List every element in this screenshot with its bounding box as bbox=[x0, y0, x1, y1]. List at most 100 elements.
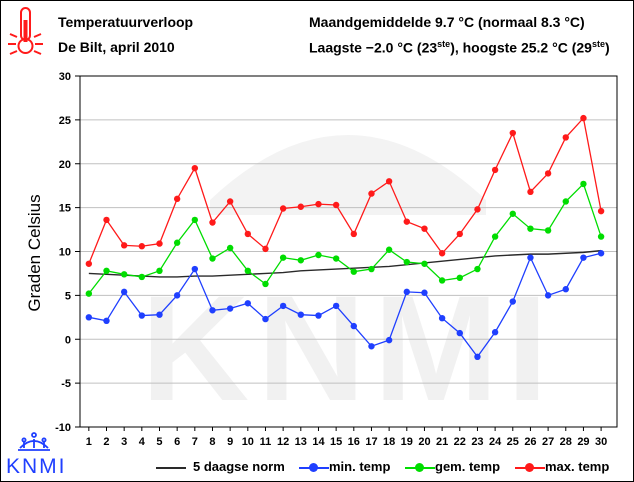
data-point-mean bbox=[191, 216, 199, 224]
legend-marker-min bbox=[309, 463, 318, 472]
x-tick-label: 14 bbox=[312, 436, 325, 448]
y-axis-label: Graden Celsius bbox=[25, 194, 44, 311]
legend: 5 daagse norm min. temp gem. temp max. t… bbox=[0, 459, 634, 479]
data-point-min bbox=[527, 254, 534, 261]
data-point-max bbox=[527, 188, 534, 196]
knmi-watermark: KNMI bbox=[141, 135, 556, 432]
data-point-min bbox=[120, 288, 128, 296]
data-point-min bbox=[385, 336, 393, 344]
data-point-max bbox=[191, 164, 199, 172]
data-point-min bbox=[491, 329, 499, 336]
x-tick-label: 30 bbox=[595, 436, 607, 448]
data-point-mean bbox=[438, 277, 446, 284]
data-point-mean bbox=[279, 254, 287, 261]
data-point-mean bbox=[209, 255, 216, 262]
data-point-mean bbox=[385, 246, 393, 253]
series-line-norm bbox=[88, 249, 602, 278]
location-period: De Bilt, april 2010 bbox=[58, 39, 175, 55]
series-line-min bbox=[88, 252, 602, 358]
x-tick-label: 29 bbox=[577, 436, 589, 448]
x-tick-label: 24 bbox=[489, 436, 502, 448]
data-point-max bbox=[597, 207, 605, 215]
data-point-max bbox=[456, 230, 463, 238]
x-tick-label: 10 bbox=[242, 436, 254, 448]
series-line-max bbox=[88, 116, 602, 265]
data-point-min bbox=[191, 265, 199, 273]
data-point-mean bbox=[120, 271, 128, 278]
data-point-max bbox=[421, 225, 428, 232]
x-tick-label: 26 bbox=[524, 436, 536, 448]
legend-label-norm: 5 daagse norm bbox=[193, 459, 285, 474]
y-tick-label: 30 bbox=[59, 71, 71, 83]
x-tick-label: 15 bbox=[330, 436, 342, 448]
x-tick-label: 23 bbox=[471, 436, 483, 448]
y-tick-label: -10 bbox=[55, 422, 71, 434]
x-tick-label: 21 bbox=[436, 436, 448, 448]
data-point-mean bbox=[527, 225, 534, 232]
x-tick-label: 11 bbox=[260, 436, 272, 448]
data-point-min bbox=[438, 314, 446, 322]
data-point-max bbox=[474, 206, 481, 213]
data-point-min bbox=[262, 315, 269, 323]
data-point-min bbox=[597, 250, 605, 257]
data-point-max bbox=[244, 230, 252, 238]
x-tick-label: 20 bbox=[418, 436, 430, 448]
x-tick-label: 8 bbox=[209, 436, 215, 448]
data-point-max bbox=[385, 178, 393, 185]
x-tick-label: 16 bbox=[348, 436, 360, 448]
x-tick-label: 27 bbox=[542, 436, 554, 448]
x-tick-label: 6 bbox=[174, 436, 180, 448]
data-point-min bbox=[403, 288, 410, 296]
data-point-max bbox=[156, 240, 163, 247]
data-point-mean bbox=[138, 273, 146, 281]
series-layer bbox=[85, 114, 605, 360]
data-point-mean bbox=[226, 244, 234, 252]
data-point-max bbox=[226, 198, 234, 205]
data-point-min bbox=[562, 286, 569, 293]
legend-label-mean: gem. temp bbox=[435, 459, 501, 474]
data-point-min bbox=[315, 312, 322, 319]
data-point-min bbox=[85, 314, 93, 321]
data-point-max bbox=[350, 230, 357, 238]
data-point-mean bbox=[597, 233, 605, 240]
watermark-crown-shape bbox=[210, 135, 486, 215]
x-tick-label: 22 bbox=[454, 436, 466, 448]
y-tick-label: 0 bbox=[65, 334, 71, 346]
legend-swatch-norm bbox=[156, 467, 186, 469]
x-tick-label: 17 bbox=[365, 436, 377, 448]
data-point-max bbox=[262, 245, 269, 253]
data-point-mean bbox=[491, 233, 499, 240]
data-point-mean bbox=[421, 260, 428, 267]
data-point-mean bbox=[103, 267, 110, 275]
data-point-mean bbox=[350, 268, 357, 275]
x-tick-label: 25 bbox=[507, 436, 519, 448]
data-point-mean bbox=[456, 274, 463, 282]
data-point-mean bbox=[580, 180, 587, 188]
data-point-min bbox=[350, 322, 357, 330]
data-point-min bbox=[297, 311, 305, 318]
thermometer-icon bbox=[8, 7, 43, 55]
x-tick-label: 13 bbox=[295, 436, 307, 448]
data-point-max bbox=[103, 216, 110, 224]
data-point-min bbox=[103, 317, 110, 325]
data-point-min bbox=[226, 305, 234, 312]
chart-title: Temperatuurverloop bbox=[58, 14, 194, 30]
data-point-mean bbox=[474, 265, 481, 273]
data-point-mean bbox=[156, 267, 163, 275]
x-tick-label: 18 bbox=[383, 436, 395, 448]
data-point-max bbox=[438, 250, 446, 257]
data-point-min bbox=[456, 329, 463, 337]
data-point-max bbox=[403, 218, 410, 225]
data-point-max bbox=[332, 201, 340, 209]
data-point-min bbox=[509, 298, 516, 305]
data-point-max bbox=[509, 129, 516, 137]
data-point-max bbox=[491, 166, 499, 174]
month-mean: Maandgemiddelde 9.7 °C (normaal 8.3 °C) bbox=[309, 14, 585, 30]
data-point-mean bbox=[173, 239, 181, 246]
knmi-watermark-text: KNMI bbox=[141, 264, 556, 432]
legend-label-max: max. temp bbox=[545, 459, 610, 474]
y-tick-label: 20 bbox=[59, 159, 71, 171]
data-point-mean bbox=[403, 258, 410, 266]
data-point-min bbox=[580, 254, 587, 261]
data-point-max bbox=[120, 242, 128, 249]
